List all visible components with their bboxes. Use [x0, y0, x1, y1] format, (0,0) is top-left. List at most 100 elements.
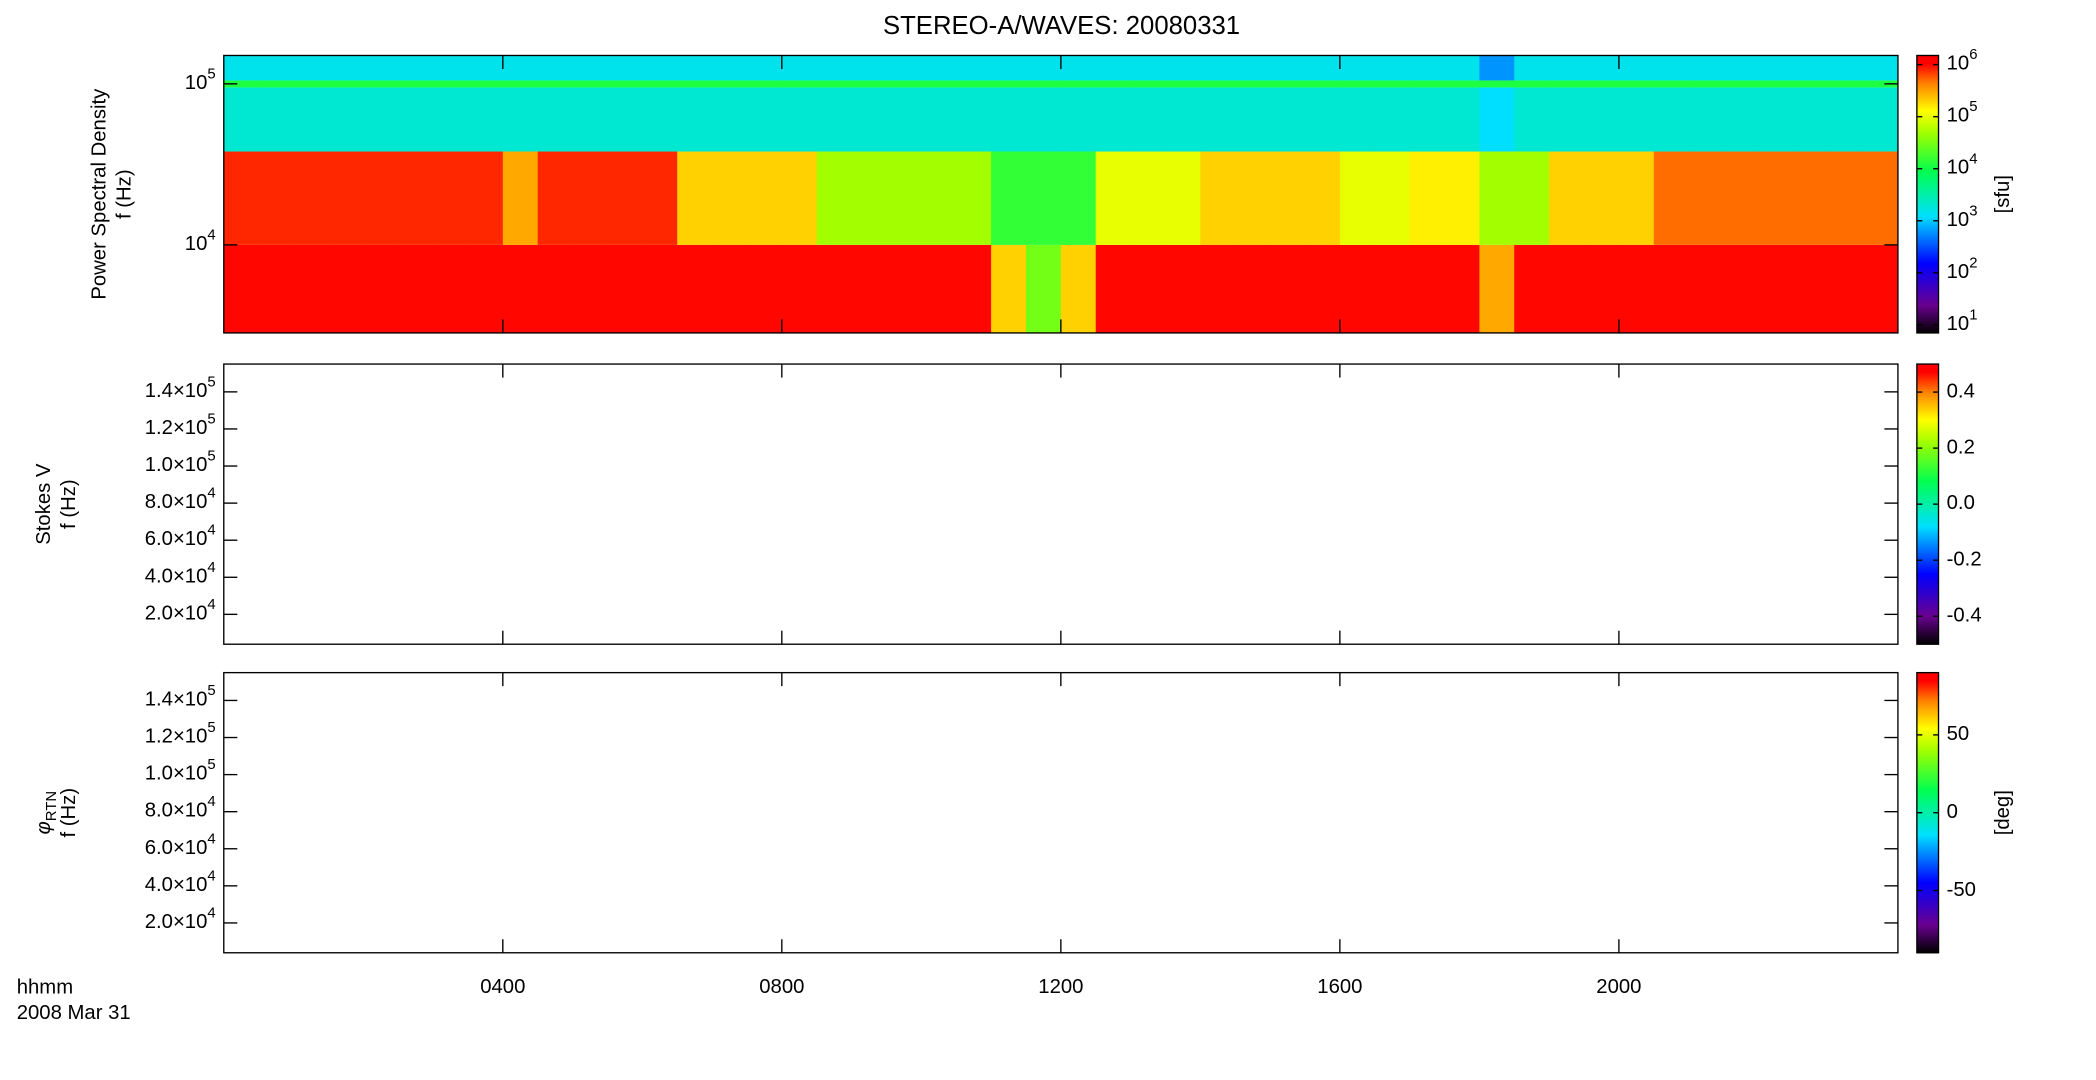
heatmap-cell — [1723, 55, 1759, 81]
y-tick-label: 2.0×104 — [145, 597, 216, 625]
y-tick-label: 1.4×105 — [145, 683, 216, 711]
colorbar-tick-label: 0.2 — [1947, 436, 1975, 458]
heatmap-cell — [572, 244, 608, 333]
colorbar-label: [deg] — [1992, 790, 2014, 835]
y-axis-label-2: f (Hz) — [113, 169, 135, 219]
colorbar-tick-label-sup: 1 — [1969, 307, 1977, 323]
y-tick-label: 1.0×105 — [145, 448, 216, 476]
plot-frame — [223, 363, 1899, 645]
heatmap-cell — [1095, 80, 1132, 88]
heatmap-cell — [746, 87, 783, 152]
heatmap-cell — [781, 80, 818, 88]
heatmap-cell — [223, 244, 260, 333]
heatmap-cell — [1723, 244, 1759, 333]
heatmap-cell — [781, 87, 818, 152]
heatmap-cell — [1479, 151, 1515, 245]
heatmap-cell — [956, 80, 992, 88]
colorbar-tick-label-text: 10 — [1947, 209, 1970, 231]
heatmap-cell — [1200, 55, 1236, 81]
heatmap-cell — [328, 244, 364, 333]
heatmap-cell — [991, 80, 1027, 88]
y-tick-label-sup: 4 — [207, 794, 215, 810]
x-tick-label-text: 0400 — [480, 976, 525, 998]
heatmap-cell — [1060, 80, 1097, 88]
heatmap-cell — [677, 151, 713, 245]
heatmap-cell — [1130, 55, 1167, 81]
heatmap-cell — [1653, 151, 1690, 245]
heatmap-cell — [502, 80, 539, 88]
y-tick-label-text: 1.4×10 — [145, 380, 208, 402]
heatmap-cell — [746, 80, 783, 88]
y-axis-label-2: f (Hz) — [58, 788, 80, 838]
heatmap-cell — [1584, 55, 1620, 81]
y-tick-label: 1.4×105 — [145, 374, 216, 402]
heatmap-cell — [1514, 55, 1550, 81]
heatmap-cell — [1618, 80, 1655, 88]
heatmap-cell — [851, 55, 888, 81]
y-tick-label-sup: 5 — [207, 66, 215, 82]
heatmap-cell — [921, 151, 957, 245]
heatmap-cell — [1444, 55, 1480, 81]
heatmap-cell — [537, 55, 574, 81]
x-tick-label-text: 2000 — [1596, 976, 1641, 998]
y-axis-label: Stokes V — [34, 463, 56, 545]
heatmap-cell — [328, 87, 364, 152]
heatmap-cell — [712, 87, 748, 152]
heatmap-cell — [258, 87, 295, 152]
colorbar-tick-label-text: 10 — [1947, 261, 1970, 283]
x-tick-label-text: 1200 — [1038, 976, 1083, 998]
heatmap-cell — [1409, 151, 1446, 245]
heatmap-cell — [293, 80, 329, 88]
heatmap-cell — [1618, 55, 1655, 81]
heatmap-cell — [1095, 151, 1132, 245]
heatmap-cell — [1444, 80, 1480, 88]
x-tick-label: 0800 — [759, 976, 804, 998]
heatmap-cell — [607, 80, 643, 88]
y-tick-label-sup: 4 — [207, 868, 215, 884]
heatmap-cell — [328, 55, 364, 81]
heatmap-cell — [328, 80, 364, 88]
heatmap-cell — [1479, 244, 1515, 333]
heatmap-cell — [1235, 87, 1271, 152]
heatmap-cell — [1130, 80, 1167, 88]
colorbar-tick-label: 50 — [1947, 723, 1970, 745]
heatmap-cell — [1618, 87, 1655, 152]
heatmap-cell — [1549, 80, 1585, 88]
x-tick-label: 0400 — [480, 976, 525, 998]
colorbar-tick-label-text: 10 — [1947, 105, 1970, 127]
heatmap-cell — [363, 80, 399, 88]
heatmap-cell — [1653, 244, 1690, 333]
heatmap-cell — [502, 55, 539, 81]
colorbar-tick-label-sup: 2 — [1969, 255, 1977, 271]
heatmap-cell — [712, 80, 748, 88]
x-tick-label: 2000 — [1596, 976, 1641, 998]
heatmap-cell — [398, 244, 434, 333]
y-tick-label-sup: 5 — [207, 757, 215, 773]
heatmap-cell — [956, 87, 992, 152]
heatmap-cell — [746, 151, 783, 245]
heatmap-cell — [537, 244, 574, 333]
heatmap-cell — [677, 87, 713, 152]
heatmap-cell — [293, 244, 329, 333]
colorbar-tick-label: 101 — [1947, 307, 1978, 335]
y-tick-label-text: 2.0×10 — [145, 911, 208, 933]
heatmap-cell — [1339, 80, 1376, 88]
heatmap-cell — [223, 151, 260, 245]
heatmap-cell — [956, 244, 992, 333]
y-tick-label-text: 10 — [185, 72, 208, 94]
y-tick-label-sup: 4 — [207, 597, 215, 613]
heatmap-cell — [1688, 80, 1725, 88]
heatmap-cell — [1793, 151, 1829, 245]
heatmap-cell — [293, 87, 329, 152]
heatmap-cell — [1165, 244, 1201, 333]
x-tick-label-text: 1600 — [1317, 976, 1362, 998]
time-axis-label: hhmm — [17, 976, 73, 998]
heatmap-cell — [781, 55, 818, 81]
heatmap-cell — [1025, 151, 1062, 245]
y-tick-label-sup: 4 — [207, 831, 215, 847]
heatmap-cell — [1235, 55, 1271, 81]
heatmap-cell — [607, 151, 643, 245]
heatmap-cell — [1165, 80, 1201, 88]
colorbar-tick-label-text: 10 — [1947, 53, 1970, 75]
